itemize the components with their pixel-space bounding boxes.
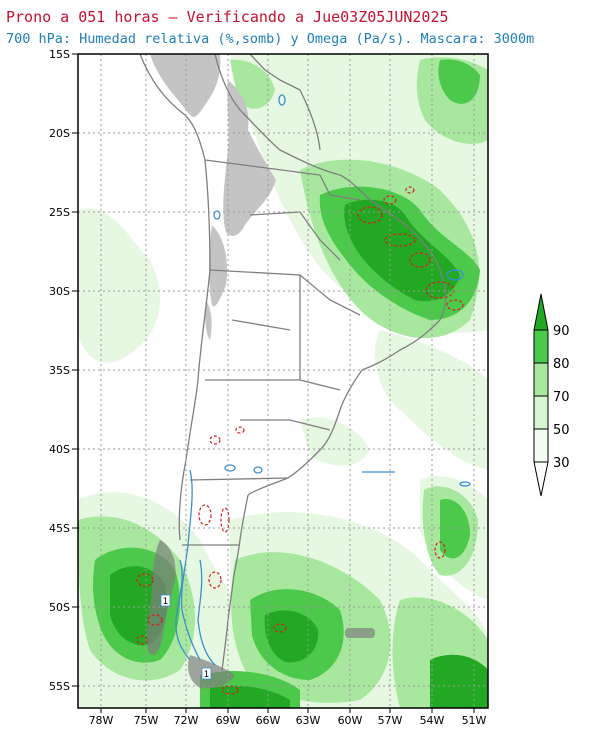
colorbar: 30 50 70 80 90	[533, 293, 570, 497]
lat-label-15s: 15S	[49, 48, 70, 61]
colorbar-band-50-70	[533, 395, 549, 430]
colorbar-band-70-80	[533, 362, 549, 397]
omega-red-contours	[136, 186, 464, 695]
contour-labels: 1 1	[160, 594, 212, 680]
lat-label-20s: 20S	[49, 127, 70, 140]
lon-label-78w: 78W	[89, 714, 114, 727]
colorbar-high-arrow	[533, 293, 549, 331]
map-frame	[77, 53, 489, 709]
map-subtitle: 700 hPa: Humedad relativa (%,somb) y Ome…	[6, 31, 535, 47]
lon-label-60w: 60W	[338, 714, 363, 727]
lat-label-25s: 25S	[49, 206, 70, 219]
lon-label-69w: 69W	[216, 714, 241, 727]
colorbar-band-30-50	[533, 428, 549, 463]
lat-label-40s: 40S	[49, 443, 70, 456]
lon-label-54w: 54W	[420, 714, 445, 727]
lat-label-50s: 50S	[49, 601, 70, 614]
lon-label-57w: 57W	[378, 714, 403, 727]
colorbar-label-80: 80	[553, 357, 570, 372]
colorbar-label-70: 70	[553, 390, 570, 405]
map-layers	[78, 54, 488, 708]
lat-label-35s: 35S	[49, 364, 70, 377]
contour-label-2: 1	[204, 670, 210, 680]
colorbar-label-30: 30	[553, 456, 570, 471]
map-title: Prono a 051 horas — Verificando a Jue03Z…	[6, 8, 449, 26]
lat-label-55s: 55S	[49, 680, 70, 693]
lat-label-45s: 45S	[49, 522, 70, 535]
colorbar-label-90: 90	[553, 324, 570, 339]
latitude-axis: 15S 20S 25S 30S 35S 40S 45S 50S 55S	[49, 48, 78, 693]
topography-mask	[150, 54, 276, 340]
colorbar-label-50: 50	[553, 423, 570, 438]
lat-label-30s: 30S	[49, 285, 70, 298]
lon-label-51w: 51W	[462, 714, 487, 727]
colorbar-band-80-90	[533, 329, 549, 364]
contour-label-1: 1	[163, 597, 169, 607]
longitude-axis: 78W 75W 72W 69W 66W 63W 60W 57W 54W 51W	[89, 708, 487, 727]
omega-blue-contours	[175, 94, 471, 666]
lon-label-63w: 63W	[296, 714, 321, 727]
lon-label-66w: 66W	[256, 714, 281, 727]
colorbar-low-arrow	[533, 461, 549, 497]
grid-lines	[78, 54, 488, 708]
lon-label-72w: 72W	[174, 714, 199, 727]
lon-label-75w: 75W	[134, 714, 159, 727]
